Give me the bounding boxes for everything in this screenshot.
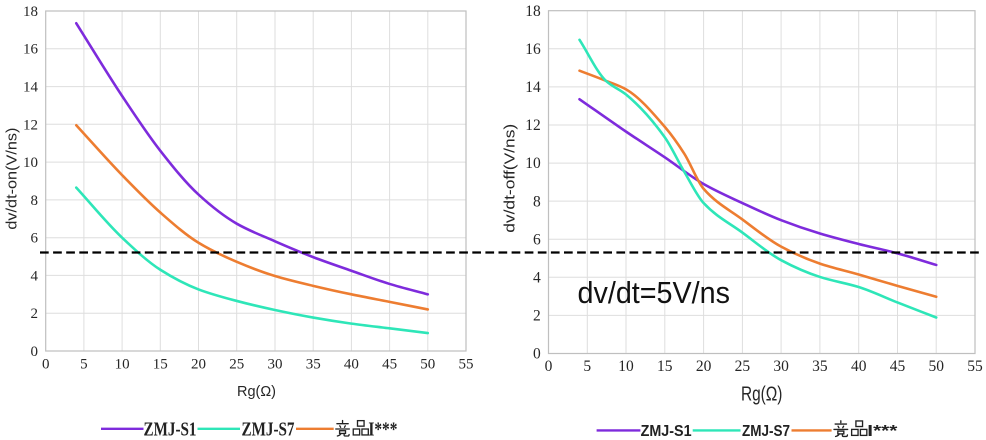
svg-text:I***: I***: [368, 419, 397, 440]
svg-text:20: 20: [696, 358, 712, 375]
svg-text:50: 50: [420, 357, 435, 373]
svg-text:45: 45: [890, 358, 906, 375]
svg-text:8: 8: [533, 193, 541, 210]
svg-text:40: 40: [851, 358, 867, 375]
svg-text:25: 25: [735, 358, 751, 375]
svg-text:0: 0: [533, 346, 541, 363]
svg-text:2: 2: [31, 306, 39, 322]
svg-text:0: 0: [31, 344, 39, 360]
svg-text:45: 45: [382, 357, 397, 373]
svg-text:15: 15: [153, 357, 168, 373]
svg-text:0: 0: [42, 357, 50, 373]
svg-text:6: 6: [533, 231, 541, 248]
svg-text:5: 5: [80, 357, 88, 373]
svg-text:18: 18: [525, 3, 541, 20]
svg-text:40: 40: [344, 357, 359, 373]
svg-text:25: 25: [229, 357, 244, 373]
svg-text:8: 8: [31, 193, 39, 209]
svg-text:30: 30: [268, 357, 283, 373]
svg-text:55: 55: [459, 357, 474, 373]
svg-text:0: 0: [545, 358, 553, 375]
svg-text:10: 10: [525, 155, 541, 172]
svg-text:20: 20: [191, 357, 206, 373]
svg-text:35: 35: [812, 358, 828, 375]
svg-text:Rg(Ω): Rg(Ω): [741, 384, 783, 406]
svg-text:dv/dt-off(V/ns): dv/dt-off(V/ns): [501, 124, 518, 233]
svg-text:12: 12: [525, 117, 541, 134]
svg-text:30: 30: [773, 358, 789, 375]
svg-text:10: 10: [23, 155, 38, 171]
svg-text:ZMJ-S7: ZMJ-S7: [742, 423, 790, 440]
svg-text:Rg(Ω): Rg(Ω): [237, 384, 276, 400]
svg-text:35: 35: [306, 357, 321, 373]
svg-text:ZMJ-S1: ZMJ-S1: [144, 419, 197, 440]
svg-text:dv/dt-on(V/ns): dv/dt-on(V/ns): [4, 128, 21, 230]
svg-text:18: 18: [23, 4, 38, 20]
svg-text:12: 12: [23, 117, 38, 133]
svg-text:10: 10: [115, 357, 130, 373]
svg-text:4: 4: [31, 268, 39, 284]
svg-text:ZMJ-S7: ZMJ-S7: [242, 419, 295, 440]
svg-text:10: 10: [618, 358, 634, 375]
svg-text:16: 16: [525, 41, 541, 58]
svg-text:4: 4: [533, 270, 541, 287]
svg-text:55: 55: [967, 358, 983, 375]
svg-text:ZMJ-S1: ZMJ-S1: [641, 423, 692, 440]
svg-text:14: 14: [525, 79, 541, 96]
svg-text:50: 50: [928, 358, 944, 375]
svg-text:dv/dt=5V/ns: dv/dt=5V/ns: [578, 275, 731, 310]
svg-text:2: 2: [533, 308, 541, 325]
svg-text:16: 16: [23, 42, 39, 58]
svg-text:5: 5: [583, 358, 591, 375]
svg-text:I***: I***: [867, 423, 898, 440]
svg-text:15: 15: [657, 358, 673, 375]
svg-text:14: 14: [23, 80, 39, 96]
svg-text:6: 6: [31, 231, 39, 247]
